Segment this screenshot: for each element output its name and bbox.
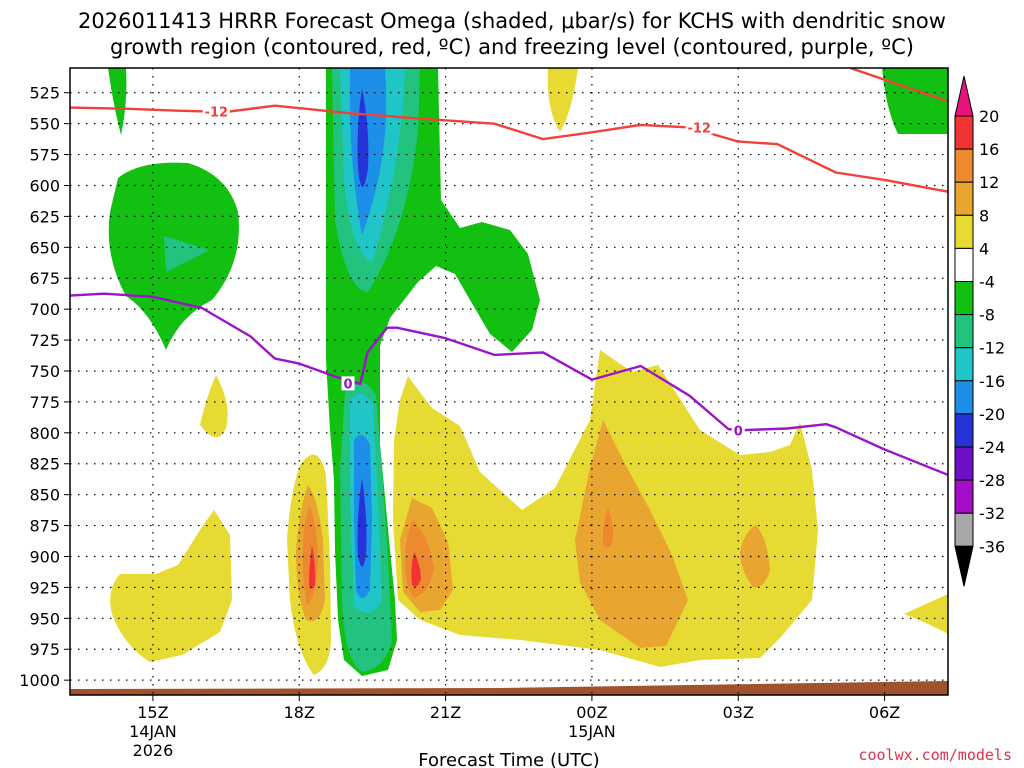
colorbar-label: -20 [979,405,1005,424]
omega-region [740,525,770,588]
contour-label-bg [685,120,713,135]
colorbar-bottom-arrow [954,545,974,587]
y-tick-label: 850 [29,486,60,505]
y-tick-label: 800 [29,424,60,443]
x-tick-label: 15Z [137,703,168,722]
colorbar-bin [954,281,974,316]
y-tick-label: 675 [29,269,60,288]
x-tick-label: 06Z [869,703,900,722]
y-axis-pressure: 525 550 575 600 625 650 675 700 725 750 775 800 825 8… [19,84,70,690]
colorbar-label: 20 [979,107,999,126]
colorbar-label: 12 [979,173,999,192]
colorbar-bin [954,247,974,282]
colorbar-bin [954,115,974,150]
y-tick-label: 1000 [19,671,60,690]
x-tick-label: 03Z [723,703,754,722]
contour-label-bg [731,423,745,438]
omega-region [575,420,688,648]
colorbar-bin [954,181,974,216]
colorbar-label: 4 [979,239,989,258]
y-tick-label: 750 [29,362,60,381]
colorbar-label: 8 [979,206,989,225]
contour-label-bg [202,104,230,119]
omega-region [164,236,210,272]
y-tick-label: 825 [29,455,60,474]
x-tick-label: 18Z [284,703,315,722]
colorbar-bin [954,479,974,514]
omega-region [108,68,127,135]
colorbar-bin [954,314,974,349]
y-tick-label: 700 [29,300,60,319]
y-tick-label: 725 [29,331,60,350]
contour-label-bg [341,376,355,391]
plot-frame [69,67,949,696]
y-tick-label: 625 [29,207,60,226]
chart-title-line-2: growth region (contoured, red, ºC) and f… [110,35,914,59]
x-tick-date: 15JAN [568,722,616,741]
y-tick-label: 650 [29,238,60,257]
contour-line [70,292,948,477]
x-tick-label: 00Z [576,703,607,722]
colorbar-top-arrow [954,75,974,117]
omega-region [200,375,228,438]
colorbar-label: -24 [979,438,1005,457]
y-tick-label: 900 [29,547,60,566]
colorbar-label: -4 [979,273,995,292]
colorbar-legend: 20 16 12 8 4 -4 -8 -12 -16 -20 -24 -28 -32 -36 [954,75,1005,587]
y-tick-label: 550 [29,115,60,134]
terrain-surface [70,681,948,695]
omega-region [309,545,316,589]
colorbar-bin [954,347,974,382]
x-tick-label: 21Z [430,703,461,722]
chart-title-line-1: 2026011413 HRRR Forecast Omega (shaded, … [78,9,946,33]
omega-region [411,552,421,587]
omega-region [357,478,367,567]
colorbar-bin [954,446,974,481]
y-tick-label: 775 [29,393,60,412]
y-tick-label: 975 [29,640,60,659]
omega-region [547,68,578,132]
y-tick-label: 950 [29,609,60,628]
omega-region [110,510,232,662]
gridlines [70,68,948,695]
contour-label: 0 [734,424,743,439]
colorbar-bin [954,512,974,547]
credit-text: coolwx.com/models [858,746,1012,764]
colorbar-bin [954,380,974,415]
colorbar-bin [954,413,974,448]
y-tick-label: 600 [29,176,60,195]
y-tick-label: 525 [29,84,60,103]
colorbar-label: -32 [979,504,1005,523]
colorbar-label: -16 [979,372,1005,391]
omega-region [357,88,369,187]
omega-upward-max-cores [357,88,369,567]
colorbar-bin [954,214,974,249]
colorbar-label: -28 [979,471,1005,490]
y-tick-label: 875 [29,517,60,536]
y-tick-label: 925 [29,578,60,597]
omega-sinking-max-regions [309,545,421,589]
x-tick-year: 2026 [133,741,174,760]
contour-label: -12 [205,105,229,120]
colorbar-label: -8 [979,306,995,325]
omega-region [602,508,614,548]
y-tick-label: 575 [29,146,60,165]
plot-area: -12 -12 0 0 [70,68,948,695]
colorbar-label: 16 [979,140,999,159]
colorbar-label: -36 [979,537,1005,556]
colorbar-bin [954,148,974,183]
contour-line [850,68,948,103]
omega-region [904,594,948,634]
x-tick-date: 14JAN [129,722,177,741]
contour-label: 0 [344,377,353,392]
colorbar-label: -12 [979,339,1005,358]
contour-label: -12 [687,121,711,136]
temperature-contours: -12 -12 0 0 [70,68,948,477]
x-axis-title: Forecast Time (UTC) [418,750,599,768]
